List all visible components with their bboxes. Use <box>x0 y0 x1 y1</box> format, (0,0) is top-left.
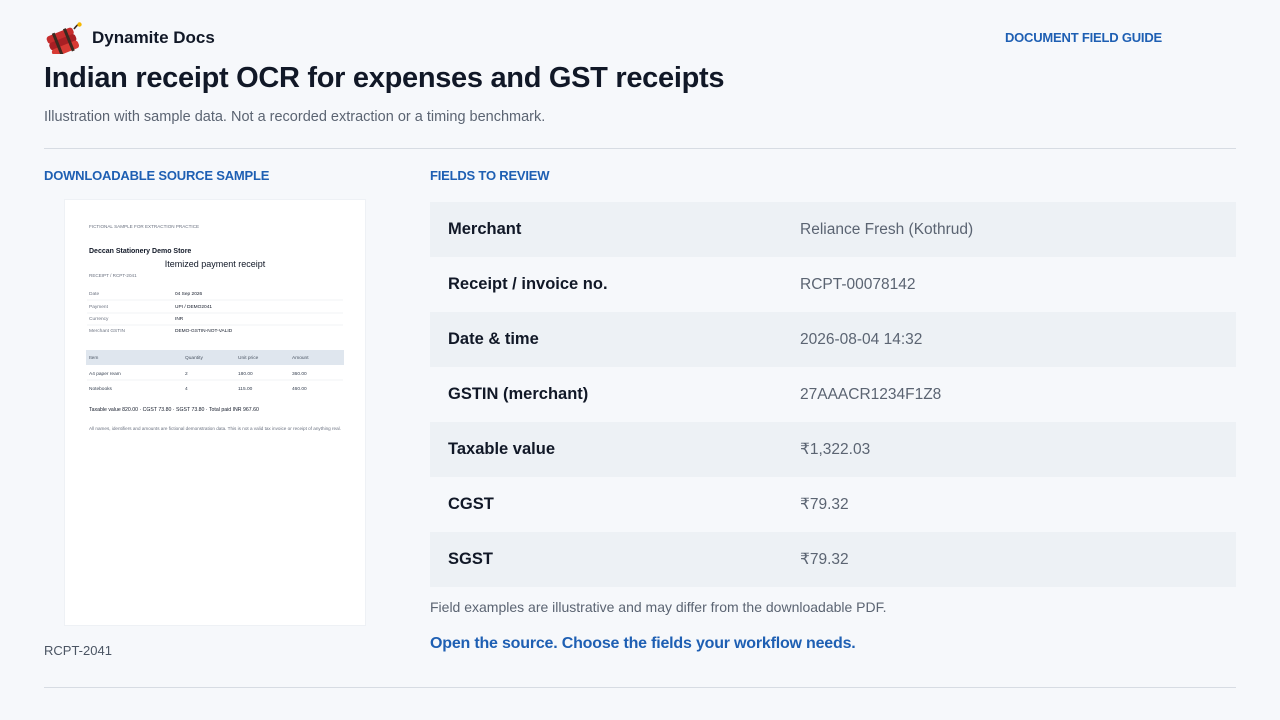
field-label: Merchant <box>448 220 522 238</box>
receipt-column-header: Item <box>89 355 98 361</box>
receipt-item-cell: 180.00 <box>238 371 253 377</box>
field-value: ₹79.32 <box>800 496 849 513</box>
meta-value: UPI / DEMO2041 <box>175 304 212 310</box>
field-value: 27AAACR1234F1Z8 <box>800 385 942 403</box>
receipt-totals-line: Taxable value 820.00 · CGST 73.80 · SGST… <box>89 407 259 413</box>
receipt-item-cell: 460.00 <box>292 386 307 392</box>
source-sample-heading: DOWNLOADABLE SOURCE SAMPLE <box>44 168 270 183</box>
field-row-sgst: SGST ₹79.32 <box>430 532 1236 587</box>
open-source-cta-link[interactable]: Open the source. Choose the fields your … <box>430 635 856 652</box>
brand[interactable]: Dynamite Docs <box>44 20 215 56</box>
field-label: CGST <box>448 495 494 513</box>
site-header: Dynamite Docs DOCUMENT FIELD GUIDE <box>44 20 1236 56</box>
fields-to-review-heading: FIELDS TO REVIEW <box>430 168 550 183</box>
top-divider <box>44 148 1236 149</box>
field-value: RCPT-00078142 <box>800 275 916 293</box>
receipt-column-header: Quantity <box>185 355 203 361</box>
meta-value: 04 Sep 2026 <box>175 291 203 297</box>
field-row-gstin: GSTIN (merchant) 27AAACR1234F1Z8 <box>430 367 1236 422</box>
field-label: Taxable value <box>448 440 556 458</box>
field-label: SGST <box>448 550 493 568</box>
field-row-merchant: Merchant Reliance Fresh (Kothrud) <box>430 202 1236 257</box>
field-value: ₹1,322.03 <box>800 441 871 458</box>
field-row-date-time: Date & time 2026-08-04 14:32 <box>430 312 1236 367</box>
page-subtitle: Illustration with sample data. Not a rec… <box>44 109 546 125</box>
field-value: 2026-08-04 14:32 <box>800 330 923 348</box>
receipt-tag: RECEIPT / RCPT-2041 <box>89 273 137 278</box>
receipt-item-cell: 360.00 <box>292 371 307 377</box>
receipt-item-cell: 115.00 <box>238 386 253 392</box>
meta-key: Payment <box>89 304 109 310</box>
field-row-cgst: CGST ₹79.32 <box>430 477 1236 532</box>
meta-key: Date <box>89 291 99 297</box>
sample-id: RCPT-2041 <box>44 643 112 658</box>
receipt-heading: Itemized payment receipt <box>165 259 266 269</box>
fields-disclaimer: Field examples are illustrative and may … <box>430 599 887 615</box>
field-row-taxable-value: Taxable value ₹1,322.03 <box>430 422 1236 477</box>
meta-value: DEMO-GSTIN-NOT-VALID <box>175 328 233 334</box>
document-field-guide-link[interactable]: DOCUMENT FIELD GUIDE <box>1004 30 1162 45</box>
bottom-divider <box>44 687 1236 688</box>
receipt-banner: FICTIONAL SAMPLE FOR EXTRACTION PRACTICE <box>89 224 199 229</box>
receipt-column-header: Unit price <box>238 355 259 361</box>
meta-value: INR <box>175 316 184 322</box>
field-value: ₹79.32 <box>800 551 849 568</box>
meta-key: Currency <box>89 316 109 322</box>
meta-key: Merchant GSTIN <box>89 328 126 334</box>
dynamite-logo-icon <box>46 22 82 54</box>
receipt-item-cell: 2 <box>185 371 188 377</box>
receipt-column-header: Amount <box>292 355 309 361</box>
field-value: Reliance Fresh (Kothrud) <box>800 220 974 238</box>
receipt-footnote: All names, identifiers and amounts are f… <box>89 426 341 431</box>
field-label: GSTIN (merchant) <box>448 385 589 403</box>
receipt-sample-preview[interactable]: FICTIONAL SAMPLE FOR EXTRACTION PRACTICE… <box>65 200 365 625</box>
field-row-receipt-number: Receipt / invoice no. RCPT-00078142 <box>430 257 1236 312</box>
fields-table: Merchant Reliance Fresh (Kothrud) Receip… <box>430 202 1236 587</box>
page-title: Indian receipt OCR for expenses and GST … <box>44 62 725 94</box>
receipt-document: FICTIONAL SAMPLE FOR EXTRACTION PRACTICE… <box>86 224 344 431</box>
receipt-item-cell: A4 paper ream <box>89 371 121 377</box>
brand-name: Dynamite Docs <box>92 28 215 47</box>
field-label: Receipt / invoice no. <box>448 275 608 293</box>
receipt-store-name: Deccan Stationery Demo Store <box>89 248 191 255</box>
receipt-item-cell: 4 <box>185 386 188 392</box>
field-label: Date & time <box>448 330 539 348</box>
receipt-item-cell: Notebooks <box>89 386 113 392</box>
